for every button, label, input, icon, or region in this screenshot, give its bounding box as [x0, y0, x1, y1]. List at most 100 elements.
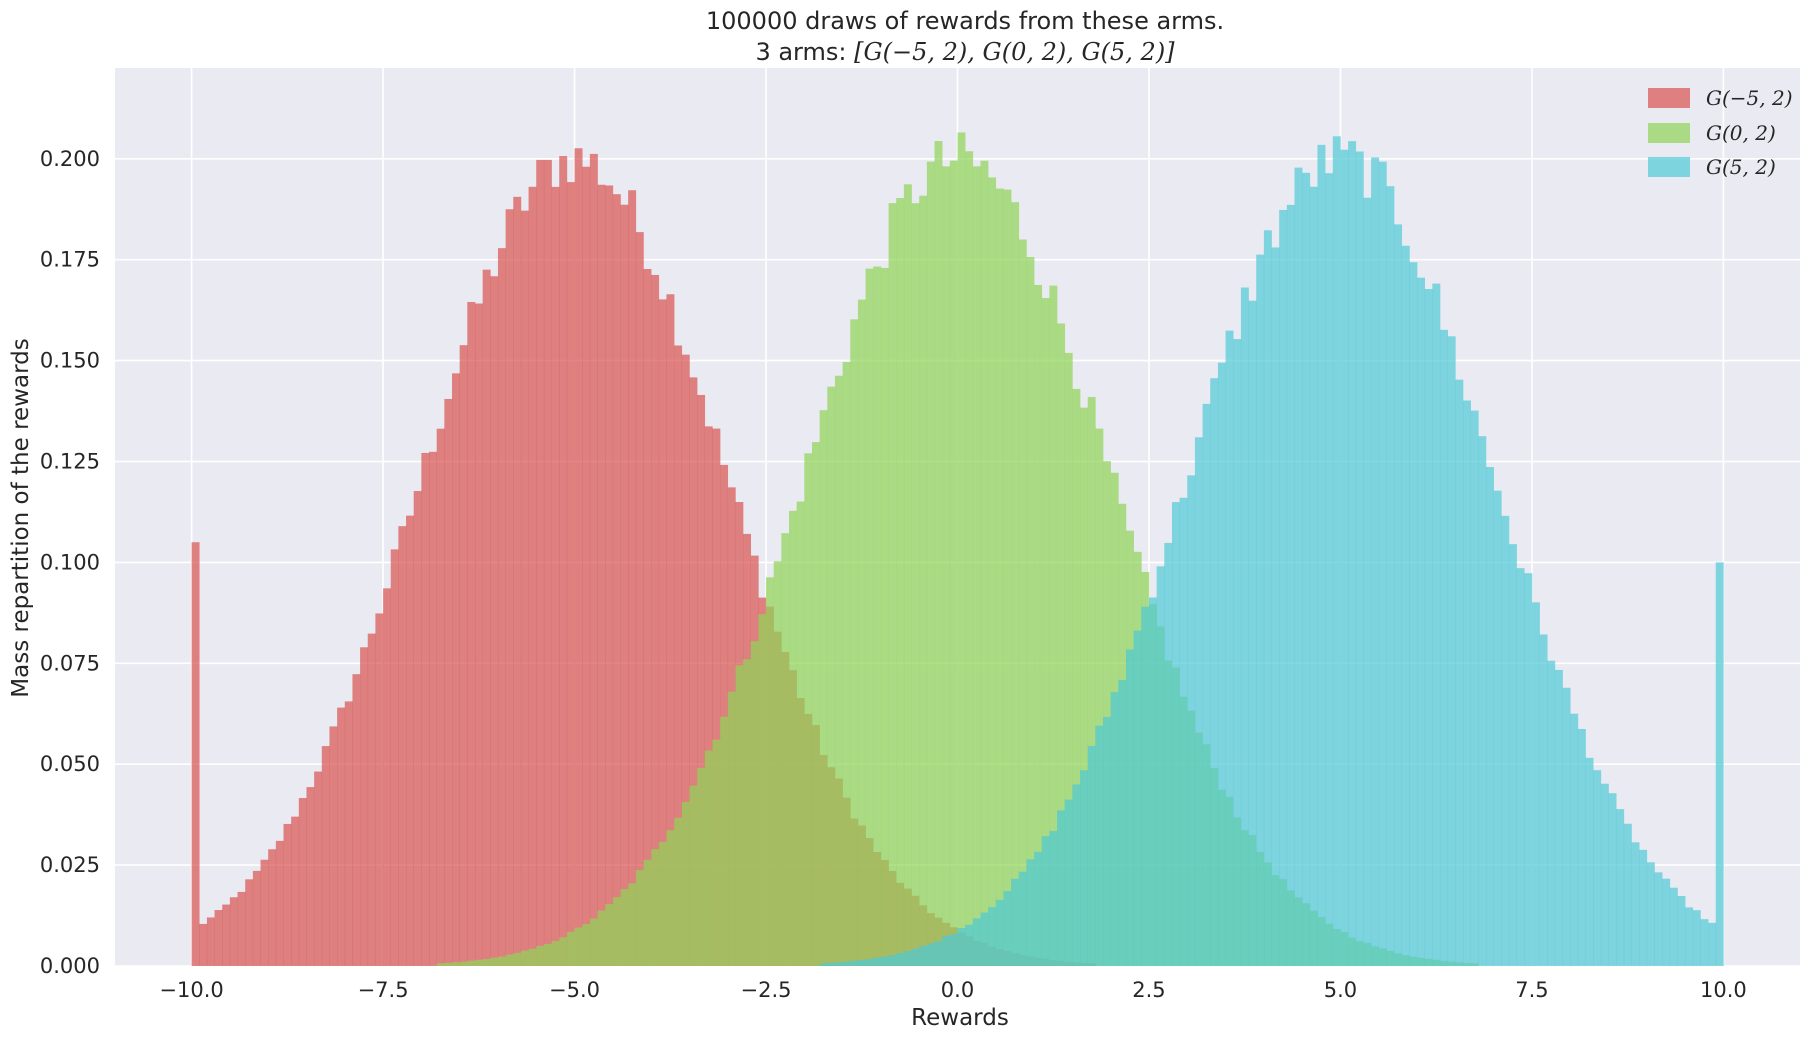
histogram-bar [268, 849, 277, 966]
histogram-bar [926, 161, 935, 966]
histogram-bar [528, 948, 537, 966]
series-2-bars [819, 136, 1724, 967]
histogram-bar [252, 870, 261, 966]
y-tick-label: 0.175 [40, 248, 100, 272]
histogram-bar [367, 633, 376, 966]
histogram-bar [1187, 475, 1196, 966]
x-tick-label: −2.5 [741, 978, 792, 1002]
histogram-bar [1417, 277, 1426, 966]
histogram-bar [199, 923, 208, 966]
histogram-bars [191, 132, 1724, 967]
histogram-bar [444, 398, 453, 966]
histogram-bar [865, 268, 874, 966]
chart-title-line2: 3 arms: [G(−5, 2), G(0, 2), G(5, 2)] [755, 38, 1175, 66]
histogram-bar [1202, 403, 1211, 966]
histogram-bar [873, 266, 882, 966]
histogram-bar [1011, 202, 1020, 967]
histogram-bar [735, 665, 744, 966]
histogram-bar [980, 912, 989, 966]
histogram-bar [375, 613, 384, 966]
histogram-bar [995, 899, 1004, 966]
histogram-bar [1072, 388, 1081, 966]
histogram-bar [1003, 189, 1012, 966]
legend-swatch-2 [1648, 157, 1690, 177]
histogram-bar [988, 907, 997, 966]
histogram-bar [704, 750, 713, 966]
y-tick-label: 0.025 [40, 853, 100, 877]
histogram-bar [949, 933, 958, 966]
histogram-bar [429, 451, 437, 966]
histogram-bar [589, 153, 598, 966]
histogram-bar [513, 952, 522, 966]
histogram-bar [1279, 209, 1288, 967]
histogram-bar [842, 961, 851, 966]
histogram-bar [766, 577, 774, 966]
histogram-bar [1508, 544, 1517, 966]
histogram-bar [1309, 186, 1318, 967]
histogram-bar [1080, 407, 1089, 967]
histogram-bar [1654, 872, 1663, 966]
histogram-bar [949, 160, 958, 966]
histogram-bar [850, 319, 859, 967]
histogram-bar [444, 962, 453, 966]
histogram-bar [551, 940, 560, 966]
y-tick-label: 0.075 [40, 651, 100, 675]
legend-label-2: G(5, 2) [1706, 155, 1776, 179]
histogram-bar [436, 963, 445, 966]
histogram-bar [1325, 173, 1334, 966]
histogram-bar [1263, 230, 1272, 966]
histogram-bar [1646, 862, 1655, 966]
histogram-bar [880, 267, 889, 966]
histogram-bar [1141, 606, 1150, 966]
histogram-bar [1210, 378, 1219, 966]
histogram-bar [222, 904, 231, 966]
histogram-bar [1064, 799, 1073, 966]
histogram-bar [635, 870, 644, 966]
histogram-bar [436, 428, 445, 967]
chart-title-prefix: 3 arms: [755, 38, 854, 66]
histogram-bar [298, 798, 307, 966]
histogram-bar [582, 166, 591, 967]
y-tick-label: 0.100 [40, 550, 100, 574]
histogram-bar [903, 951, 912, 966]
histogram-bar [1348, 141, 1357, 967]
histogram-bar [566, 931, 575, 966]
histogram-bar [1103, 716, 1111, 966]
histogram-bar [880, 956, 889, 966]
histogram-bar [1616, 809, 1625, 966]
histogram-bar [750, 641, 759, 966]
histogram-bar [658, 841, 667, 966]
histogram-bar [337, 707, 346, 966]
histogram-bar [720, 464, 729, 966]
histogram-bar [1103, 461, 1111, 966]
histogram-bar [360, 647, 369, 966]
histogram-bar [421, 452, 430, 966]
histogram-bar [957, 132, 966, 967]
histogram-bar [520, 210, 529, 966]
histogram-bar [1424, 289, 1433, 966]
histogram-bar [1669, 887, 1678, 966]
histogram-bar [827, 962, 836, 966]
histogram-bar [1148, 597, 1157, 966]
histogram-bar [1164, 542, 1173, 966]
histogram-bar [620, 889, 629, 966]
histogram-bar [628, 190, 637, 967]
histogram-bar [551, 186, 560, 966]
histogram-bar [980, 160, 989, 967]
histogram-bar [1539, 634, 1548, 966]
histogram-bar [628, 883, 637, 966]
histogram-bar [1095, 725, 1104, 966]
histogram-bar [620, 204, 629, 967]
histogram-bar [942, 935, 951, 966]
histogram-bar [314, 771, 323, 966]
histogram-bar [1692, 910, 1701, 966]
histogram-bar [651, 274, 660, 966]
histogram-bar [1677, 896, 1686, 966]
histogram-bar [1639, 849, 1648, 966]
histogram-bar [559, 156, 568, 966]
histogram-bar [1577, 728, 1586, 966]
histogram-bar [911, 948, 920, 966]
histogram-bar [697, 767, 706, 966]
histogram-bar [513, 196, 522, 967]
